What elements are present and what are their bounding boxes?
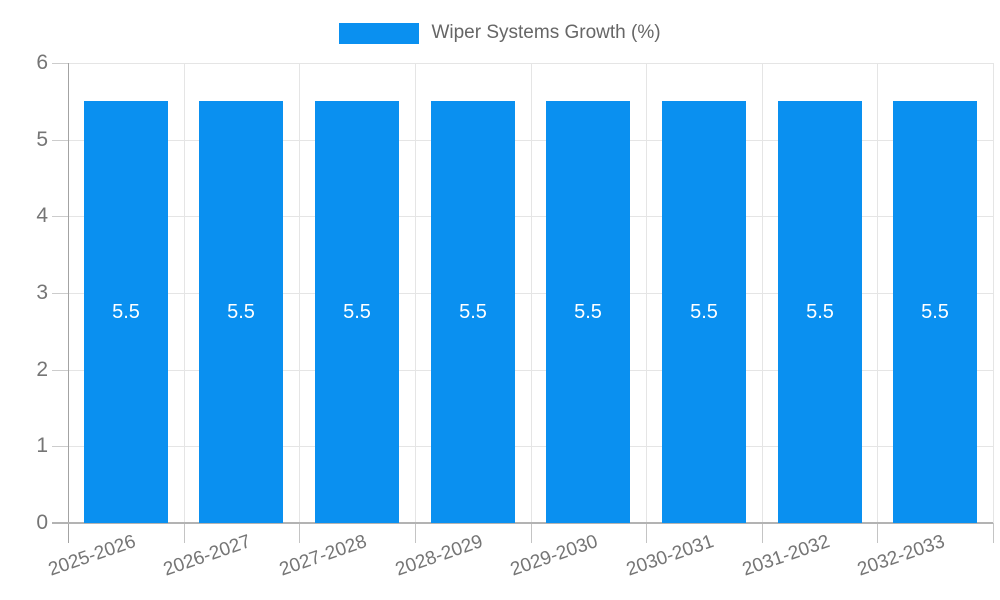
x-gridline xyxy=(415,63,416,523)
x-gridline xyxy=(184,63,185,523)
x-tick xyxy=(646,523,647,543)
bar-value-label: 5.5 xyxy=(690,300,718,323)
x-gridline xyxy=(993,63,994,523)
y-tick-label: 5 xyxy=(36,128,48,151)
x-gridline xyxy=(877,63,878,523)
y-tick xyxy=(52,216,68,217)
legend-label[interactable]: Wiper Systems Growth (%) xyxy=(431,22,661,43)
y-gridline xyxy=(68,293,993,294)
bar[interactable]: 5.5 xyxy=(315,101,399,523)
x-tick xyxy=(299,523,300,543)
y-tick-label: 2 xyxy=(36,358,48,381)
y-axis-line xyxy=(68,63,69,543)
y-gridline xyxy=(68,216,993,217)
y-tick-label: 3 xyxy=(36,281,48,304)
bar[interactable]: 5.5 xyxy=(546,101,630,523)
chart-legend: Wiper Systems Growth (%) xyxy=(0,18,1000,48)
bar[interactable]: 5.5 xyxy=(431,101,515,523)
bar-value-label: 5.5 xyxy=(343,300,371,323)
x-tick xyxy=(877,523,878,543)
legend-swatch-icon[interactable] xyxy=(339,22,420,44)
y-tick-label: 0 xyxy=(36,511,48,534)
x-tick xyxy=(762,523,763,543)
x-tick xyxy=(531,523,532,543)
bar[interactable]: 5.5 xyxy=(199,101,283,523)
y-gridline xyxy=(68,446,993,447)
y-tick xyxy=(52,446,68,447)
bar-value-label: 5.5 xyxy=(574,300,602,323)
y-tick xyxy=(52,63,68,64)
bar[interactable]: 5.5 xyxy=(662,101,746,523)
y-tick xyxy=(52,370,68,371)
bar-value-label: 5.5 xyxy=(806,300,834,323)
y-gridline xyxy=(68,370,993,371)
y-gridline xyxy=(68,140,993,141)
y-gridline xyxy=(68,63,993,64)
x-gridline xyxy=(299,63,300,523)
bar[interactable]: 5.5 xyxy=(84,101,168,523)
bar-value-label: 5.5 xyxy=(112,300,140,323)
x-axis-line xyxy=(52,522,993,524)
x-tick xyxy=(415,523,416,543)
y-tick-label: 6 xyxy=(36,51,48,74)
bar-value-label: 5.5 xyxy=(227,300,255,323)
y-tick-label: 4 xyxy=(36,204,48,227)
x-gridline xyxy=(531,63,532,523)
y-tick-label: 1 xyxy=(36,434,48,457)
y-tick xyxy=(52,293,68,294)
y-tick xyxy=(52,140,68,141)
x-tick xyxy=(993,523,994,543)
x-gridline xyxy=(762,63,763,523)
bar[interactable]: 5.5 xyxy=(778,101,862,523)
bar-value-label: 5.5 xyxy=(459,300,487,323)
bar-value-label: 5.5 xyxy=(921,300,949,323)
x-tick xyxy=(184,523,185,543)
x-gridline xyxy=(646,63,647,523)
bar[interactable]: 5.5 xyxy=(893,101,977,523)
